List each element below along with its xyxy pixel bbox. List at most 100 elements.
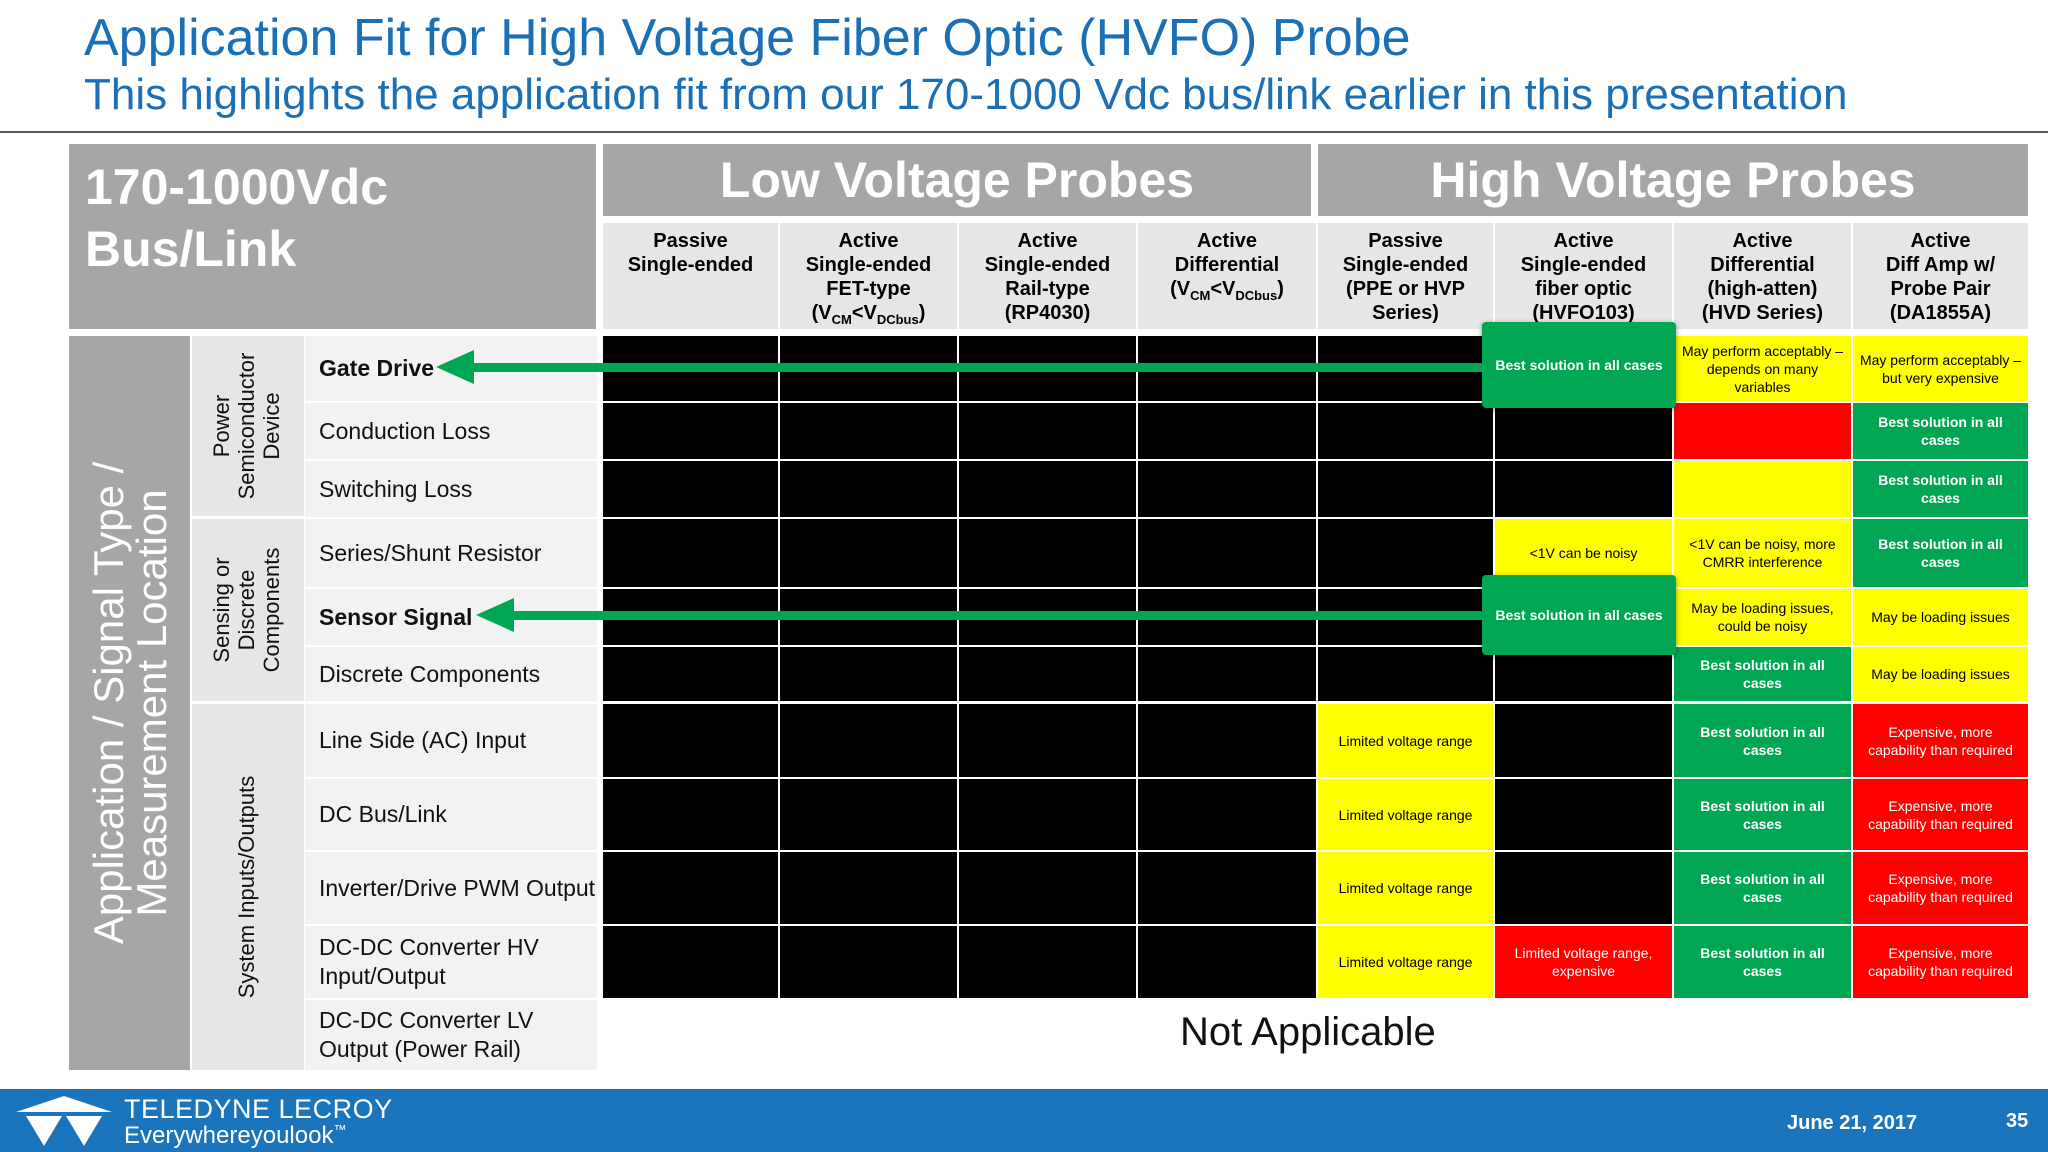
matrix-cell: Best solution in all cases <box>1674 926 1851 998</box>
matrix-cell <box>1138 647 1316 701</box>
row-group-system <box>192 704 304 1070</box>
column-header-line: Diff Amp w/ <box>1885 254 1996 276</box>
footer-date: June 21, 2017 <box>1787 1112 1918 1134</box>
matrix-cell <box>1495 403 1672 459</box>
column-header-line: (HVFO103) <box>1532 302 1635 324</box>
column-header-line: Active <box>838 230 899 252</box>
matrix-cell-text: Limited voltage range <box>1338 954 1473 970</box>
row-label: Series/Shunt Resistor <box>305 519 597 587</box>
matrix-cell <box>1495 647 1672 701</box>
matrix-cell: Best solution in all cases <box>1853 461 2028 517</box>
column-header-line: Active <box>1553 230 1614 252</box>
column-header-2: Active Single-ended FET-type (VCM<VDCbus) <box>780 223 957 329</box>
row-label: Discrete Components <box>305 647 597 701</box>
matrix-cell: Limited voltage range <box>1318 926 1493 998</box>
column-header-line: Single-ended <box>627 254 754 276</box>
matrix-cell-text: May perform acceptably – depends on many… <box>1681 342 1844 395</box>
column-header-line: Differential <box>1710 254 1815 276</box>
matrix-cell <box>1674 403 1851 459</box>
column-header-line: Active <box>1196 230 1258 252</box>
title-divider <box>0 131 2048 133</box>
matrix-cell <box>959 926 1136 998</box>
brand-name: TELEDYNE LECROY <box>124 1094 393 1124</box>
matrix-cell: Best solution in all cases <box>1674 779 1851 850</box>
matrix-cell <box>1318 403 1493 459</box>
matrix-cell <box>1138 926 1316 998</box>
matrix-cell <box>959 647 1136 701</box>
matrix-cell <box>603 461 778 517</box>
matrix-cell <box>959 704 1136 777</box>
matrix-cell <box>603 519 778 587</box>
column-header-line: (HVD Series) <box>1701 302 1824 324</box>
matrix-cell <box>1318 519 1493 587</box>
matrix-cell-text: Limited voltage range <box>1338 806 1473 823</box>
low-voltage-header: Low Voltage Probes <box>603 144 1311 216</box>
matrix-cell-text: Best solution in all cases <box>1700 657 1825 691</box>
matrix-cell <box>1495 461 1672 517</box>
matrix-cell-text: Expensive, more capability than required <box>1868 797 2013 832</box>
corner-header: 170-1000Vdc Bus/Link <box>69 144 596 329</box>
column-header-line: (RP4030) <box>1004 302 1091 324</box>
matrix-cell: Expensive, more capability than required <box>1853 926 2028 998</box>
row-group-power <box>192 336 304 516</box>
matrix-cell-text: Best solution in all cases <box>1700 871 1825 905</box>
matrix-cell-text: <1V can be noisy <box>1529 545 1638 561</box>
matrix-cell <box>603 403 778 459</box>
footer-bar <box>0 1089 2048 1152</box>
matrix-cell-text: Best solution in all cases <box>1700 723 1825 758</box>
column-header-voltage-condition: (VCM<VDCbus) <box>811 302 926 327</box>
matrix-cell-text: Expensive, more capability than required <box>1868 945 2013 979</box>
matrix-cell <box>780 461 957 517</box>
row-label: Conduction Loss <box>305 403 597 459</box>
corner-line-2: Bus/Link <box>85 221 297 277</box>
matrix-cell: Best solution in all cases <box>1853 403 2028 459</box>
matrix-cell <box>780 852 957 924</box>
matrix-cell <box>1138 519 1316 587</box>
matrix-cell: Expensive, more capability than required <box>1853 704 2028 777</box>
matrix-cell-text: Best solution in all cases <box>1878 472 2003 506</box>
column-header-4: Active Differential (VCM<VDCbus) <box>1138 223 1316 329</box>
column-header-line: Single-ended <box>805 254 932 276</box>
matrix-cell-text: May be loading issues <box>1871 609 2010 625</box>
column-header-line: Probe Pair <box>1890 278 1991 300</box>
row-group-label-sensing: Sensing or Discrete Components <box>209 547 284 673</box>
matrix-cell <box>1495 852 1672 924</box>
page-subtitle: This highlights the application fit from… <box>84 70 1848 119</box>
hvfo-gate-drive-highlight: Best solution in all cases <box>1482 322 1676 408</box>
matrix-cell <box>959 852 1136 924</box>
gate-drive-arrow-shaft <box>470 363 1482 372</box>
row-label: DC-DC Converter LV Output (Power Rail) <box>305 1000 597 1070</box>
matrix-cell: May perform acceptably – depends on many… <box>1674 336 1851 401</box>
column-header-line: Passive <box>1368 230 1443 252</box>
matrix-cell-text: May be loading issues, could be noisy <box>1691 600 1834 634</box>
matrix-cell: May be loading issues, could be noisy <box>1674 589 1851 645</box>
matrix-cell: Limited voltage range <box>1318 779 1493 850</box>
matrix-cell <box>959 403 1136 459</box>
brand-tagline: Everywhereyoulook™ <box>124 1122 347 1149</box>
matrix-cell: Best solution in all cases <box>1674 704 1851 777</box>
column-header-voltage-condition: (VCM<VDCbus) <box>1170 278 1284 303</box>
matrix-cell-text: Best solution in all cases <box>1878 414 2003 448</box>
column-header-line: Single-ended <box>1342 254 1469 276</box>
matrix-cell-text: <1V can be noisy, more CMRR interference <box>1689 536 1836 570</box>
matrix-cell-text: May perform acceptably – but very expens… <box>1859 351 2022 386</box>
column-header-6: Active Single-ended fiber optic (HVFO103) <box>1495 223 1672 329</box>
matrix-cell <box>1138 403 1316 459</box>
not-applicable-label: Not Applicable <box>1180 1010 1436 1054</box>
matrix-cell <box>1318 461 1493 517</box>
matrix-cell <box>1138 779 1316 850</box>
matrix-cell: Best solution in all cases <box>1674 852 1851 924</box>
row-label: DC Bus/Link <box>305 779 597 850</box>
hvfo-sensor-signal-highlight: Best solution in all cases <box>1482 575 1676 655</box>
row-label: Inverter/Drive PWM Output <box>305 852 597 924</box>
matrix-cell <box>780 647 957 701</box>
high-voltage-header: High Voltage Probes <box>1318 144 2028 216</box>
matrix-cell <box>603 926 778 998</box>
column-header-line: Differential <box>1174 254 1280 276</box>
column-header-line: fiber optic <box>1535 278 1632 300</box>
matrix-cell <box>959 461 1136 517</box>
matrix-cell: Expensive, more capability than required <box>1853 779 2028 850</box>
matrix-cell <box>1495 779 1672 850</box>
matrix-cell <box>780 704 957 777</box>
matrix-cell: May be loading issues <box>1853 647 2028 701</box>
